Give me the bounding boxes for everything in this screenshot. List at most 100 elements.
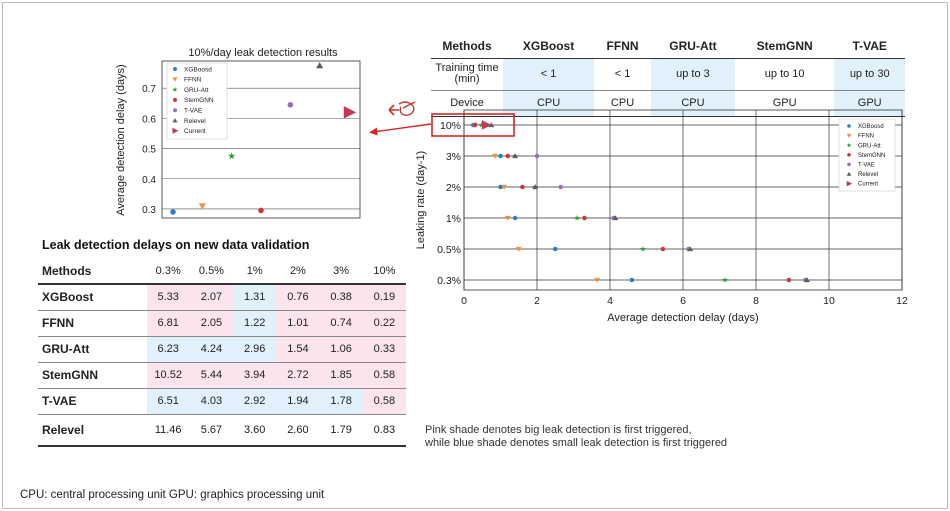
compare-cell: GPU <box>834 90 905 116</box>
chart1-point <box>316 62 324 69</box>
chart2-x-tick-label: 0 <box>461 295 467 307</box>
chart2-legend-label: T-VAE <box>858 163 875 169</box>
leak-table-row: GRU-Att 6.23 4.24 2.96 1.54 1.06 0.33 <box>38 336 406 362</box>
chart2-point <box>612 215 619 221</box>
compare-cell: CPU <box>610 97 635 109</box>
leak-cell: 2.96 <box>233 336 277 362</box>
chart2-point <box>532 184 539 190</box>
leak-cell: 4.03 <box>189 388 234 414</box>
chart2-point <box>558 184 563 190</box>
chart1-legend-box <box>166 62 228 140</box>
leak-cell: 1.01 <box>276 310 320 336</box>
chart1-legend-marker <box>173 97 177 102</box>
compare-cell: CPU <box>650 90 735 116</box>
leak-cell: 0.76 <box>276 284 320 310</box>
leak-cell: 1.78 <box>319 388 363 414</box>
chart1-plot-area <box>161 60 361 219</box>
chart2-legend-label: Relevel <box>858 172 878 178</box>
compare-header: FFNN <box>606 38 639 53</box>
leak-header: 10% <box>373 264 396 277</box>
chart2-y-tick-label: 2% <box>446 182 461 194</box>
chart2-point <box>574 214 581 221</box>
chart2-x-axis-label: Average detection delay (days) <box>607 312 758 324</box>
chart1-point <box>198 203 206 210</box>
leak-row-method: T-VAE <box>42 394 77 408</box>
compare-header: XGBoost <box>522 38 575 53</box>
chart1-legend-label: Current <box>184 128 206 135</box>
leak-cell: 0.83 <box>373 423 396 436</box>
leak-table-title: Leak detection delays on new data valida… <box>42 238 310 252</box>
leak-table-row: Relevel 11.46 5.67 3.60 2.60 1.79 0.83 <box>38 414 406 446</box>
chart2-y-tick-label: 0.3% <box>437 275 461 287</box>
chart2-point <box>786 277 792 283</box>
compare-header: T-VAE <box>852 38 887 53</box>
chart1-point <box>170 209 176 215</box>
leak-row-method: XGBoost <box>42 290 94 305</box>
leak-header: 1% <box>246 264 263 277</box>
chart1-legend-label: GRU-Att <box>184 87 209 94</box>
chart1-legend-label: Relevel <box>184 118 206 125</box>
chart2-point <box>501 184 508 190</box>
chart2-legend-marker <box>847 162 851 167</box>
chart1-legend-marker <box>173 108 177 113</box>
leak-table-row: FFNN 6.81 2.05 1.22 1.01 0.74 0.22 <box>38 310 406 336</box>
leak-cell: 2.92 <box>233 388 277 414</box>
leak-cell: 0.33 <box>362 336 406 362</box>
chart2-legend-marker <box>847 124 851 128</box>
chart1-legend-marker <box>172 127 179 134</box>
compare-row-device: Device CPU CPU CPU GPU GPU <box>431 90 905 116</box>
footnote: CPU: central processing unit GPU: graphi… <box>20 489 325 501</box>
chart2-y-tick-label: 3% <box>446 151 461 163</box>
chart1-y-tick-label: 0.5 <box>142 145 156 156</box>
leak-row-method: FFNN <box>42 316 74 330</box>
chart2-y-tick-label: 1% <box>446 213 461 225</box>
leak-row-method: GRU-Att <box>42 342 90 356</box>
leak-cell: 1.94 <box>276 388 320 414</box>
chart2-point <box>498 153 503 159</box>
compare-row-label: Training time (min) <box>431 58 503 90</box>
chart2-legend-label: GRU-Att <box>858 143 881 149</box>
leak-row-method: StemGNN <box>42 368 99 382</box>
chart2-legend-label: Current <box>858 182 878 188</box>
compare-header: StemGNN <box>756 38 813 53</box>
chart2-point <box>594 277 601 283</box>
compare-header: GRU-Att <box>669 38 717 53</box>
compare-table: Methods XGBoost FFNN GRU-Att StemGNN T-V… <box>431 34 905 117</box>
leak-cell: 0.22 <box>362 310 406 336</box>
chart2-legend-marker <box>846 142 852 148</box>
chart2-x-tick-label: 12 <box>896 295 908 307</box>
training-label-line1: Training time <box>435 62 499 74</box>
chart1-y-tick-label: 0.6 <box>142 114 156 125</box>
leak-cell: 5.67 <box>200 423 223 436</box>
chart2-point <box>520 184 525 190</box>
leak-cell: 3.60 <box>243 423 266 436</box>
chart2-point <box>488 122 495 128</box>
leak-header-row: Methods 0.3% 0.5% 1% 2% 3% 10% <box>38 258 406 284</box>
chart1-y-tick-label: 0.4 <box>142 175 156 186</box>
compare-cell: up to 10 <box>764 68 805 80</box>
chart2-point <box>629 277 635 283</box>
leak-table: Methods 0.3% 0.5% 1% 2% 3% 10% XGBoost 5.… <box>38 258 406 447</box>
chart2-y-tick-label: 10% <box>440 120 461 132</box>
shade-note-line1: Pink shade denotes big leak detection is… <box>425 424 692 436</box>
chart2-point <box>534 153 540 159</box>
leak-cell: 0.38 <box>319 284 363 310</box>
leak-table-row: T-VAE 6.51 4.03 2.92 1.94 1.78 0.58 <box>38 388 406 414</box>
shade-note-line2: while blue shade denotes small leak dete… <box>425 437 728 449</box>
chart2-point <box>804 277 810 283</box>
leak-cell: 5.33 <box>146 284 190 310</box>
leak-cell: 6.81 <box>146 310 190 336</box>
chart2-point <box>492 153 498 159</box>
pointing-hand-icon <box>388 101 416 116</box>
compare-cell: < 1 <box>503 58 595 90</box>
chart2-point <box>512 215 518 221</box>
leak-cell: 3.94 <box>233 362 277 388</box>
training-label-line2: (min) <box>454 73 480 85</box>
leak-header: 3% <box>333 264 350 277</box>
compare-header-row: Methods XGBoost FFNN GRU-Att StemGNN T-V… <box>431 34 905 58</box>
leak-cell: 2.72 <box>276 362 320 388</box>
chart2-y-tick-label: 0.5% <box>437 244 461 256</box>
chart-leak-rate-vs-delay: 0 2 4 6 8 10 12 0.3% 0.5% 1% 2% 3% 10% XGBoosd FFNN GR… <box>415 109 908 324</box>
chart1-legend-label: XGBoosd <box>184 66 212 73</box>
leak-cell: 1.06 <box>319 336 363 362</box>
